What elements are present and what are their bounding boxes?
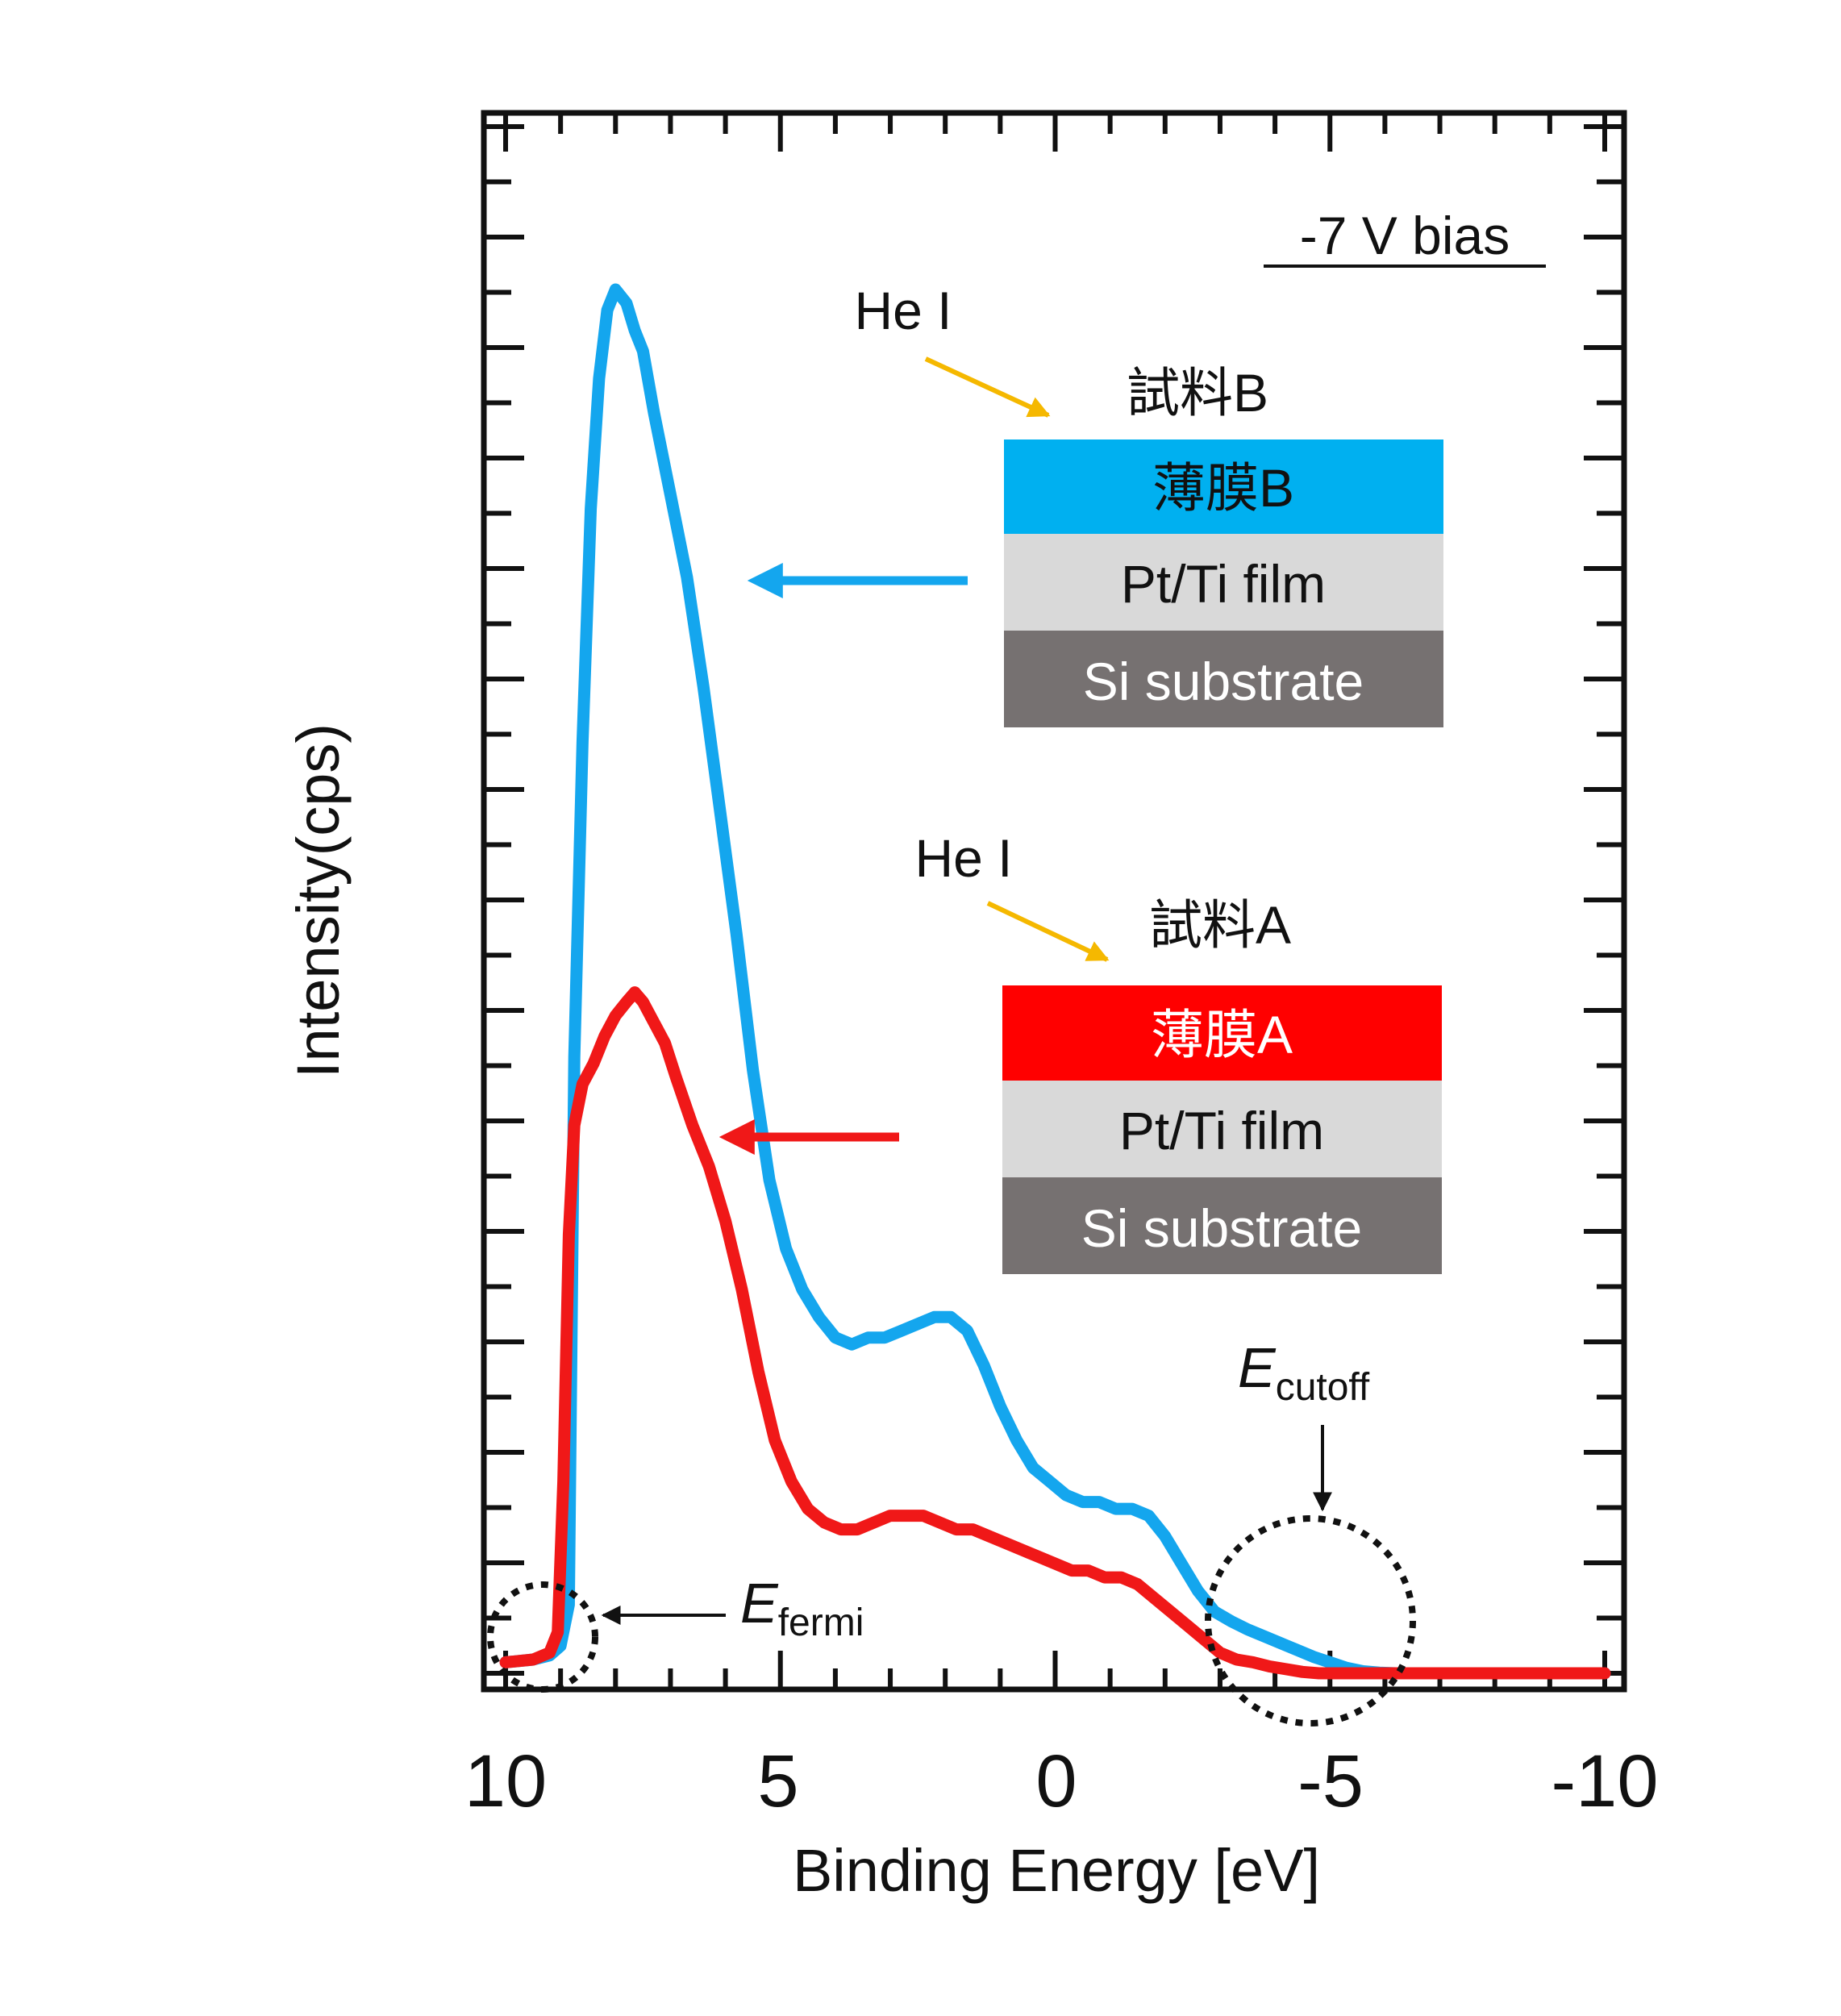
- inset-sample-b: He I 試料B 薄膜B Pt/Ti film Si substrate: [747, 281, 1443, 727]
- plot-frame: [481, 110, 1627, 1693]
- layer-thin-film: [1004, 439, 1443, 534]
- sample-label: 試料B: [1127, 363, 1268, 423]
- series-layer: [499, 283, 1611, 1680]
- x-tick-label: -5: [1297, 1740, 1364, 1822]
- layer-si-substrate: [1002, 1177, 1442, 1274]
- x-tick-label: 5: [757, 1740, 798, 1822]
- layer-thin-film: [1002, 985, 1442, 1081]
- sample-label: 試料A: [1149, 895, 1291, 955]
- x-axis-title: Binding Energy [eV]: [793, 1837, 1320, 1904]
- x-tick-label: -10: [1552, 1740, 1659, 1822]
- axis-ticks: [484, 113, 1624, 1689]
- light-source-arrow: [924, 356, 1051, 418]
- x-tick-label: 0: [1035, 1740, 1077, 1822]
- x-tick-labels: 10 5 0 -5 -10: [464, 1740, 1659, 1822]
- light-source-label: He I: [914, 828, 1012, 888]
- layer-label: 薄膜A: [1151, 1005, 1293, 1064]
- layer-label: Si substrate: [1083, 652, 1364, 711]
- fermi-circle: [487, 1581, 598, 1693]
- layer-label: Pt/Ti film: [1121, 554, 1326, 614]
- light-source-arrow: [986, 901, 1110, 962]
- layer-label: Si substrate: [1081, 1198, 1363, 1258]
- layer-pt-ti: [1004, 534, 1443, 631]
- y-axis-title: Intensity(cps): [285, 723, 352, 1078]
- cutoff-circle: [1205, 1515, 1416, 1727]
- fermi-label: Efermi: [740, 1572, 864, 1644]
- cutoff-label: Ecutoff: [1238, 1336, 1370, 1409]
- series-line-sample-a: [499, 986, 1611, 1680]
- x-tick-label: 10: [464, 1740, 547, 1822]
- layer-label: 薄膜B: [1152, 458, 1294, 518]
- series-line-sample-b: [499, 283, 1611, 1680]
- layer-si-substrate: [1004, 631, 1443, 727]
- inset-sample-a: He I 試料A 薄膜A Pt/Ti film Si substrate: [718, 828, 1442, 1274]
- layer-pt-ti: [1002, 1081, 1442, 1177]
- bias-label: -7 V bias: [1300, 206, 1510, 265]
- layer-label: Pt/Ti film: [1119, 1101, 1324, 1160]
- light-source-label: He I: [854, 281, 952, 340]
